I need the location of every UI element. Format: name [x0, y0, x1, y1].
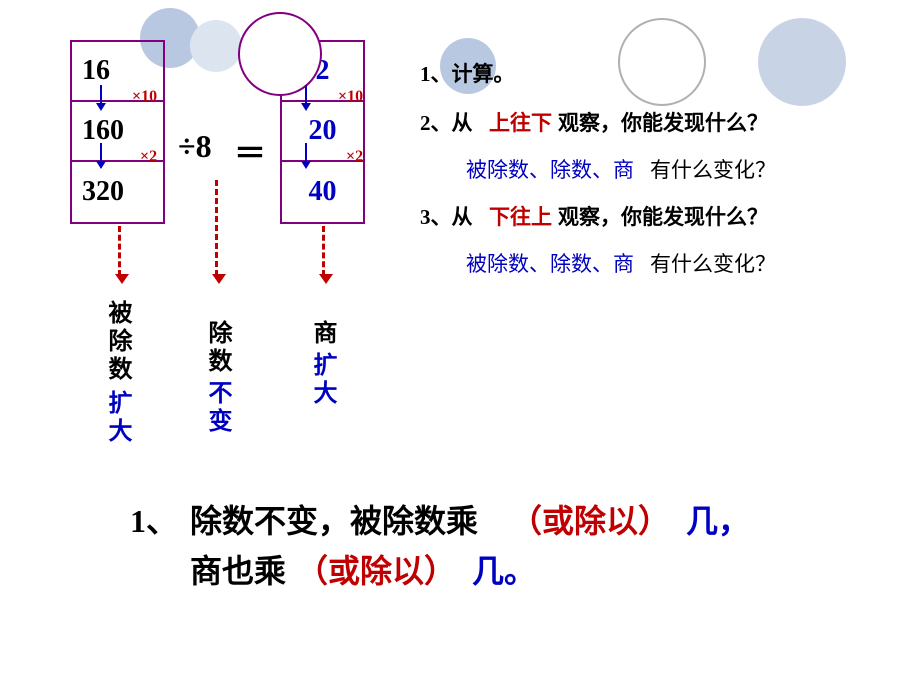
dividend-1: 16: [82, 55, 110, 87]
vlabel-dividend-blue: 扩大: [100, 390, 135, 446]
q3e: 有什么变化？: [650, 248, 776, 278]
decor-circle-6: [758, 18, 846, 106]
vlabel-divisor-black: 除数: [200, 320, 235, 376]
vlabel-dividend-black: 被除数: [100, 300, 135, 384]
decor-circle-5: [618, 18, 706, 106]
equals-operator: ＝: [234, 128, 266, 174]
dashed-arrow-1: [118, 226, 121, 276]
conclusion-1b: （或除以）: [510, 496, 670, 542]
dividend-column: 16 160 320: [70, 40, 165, 224]
quotient-cell-3: 40: [282, 162, 363, 222]
dividend-3: 320: [82, 176, 124, 208]
conclusion-2c: 几。: [472, 546, 536, 592]
mult-label-right-2: ×2: [346, 148, 363, 166]
quotient-2: 20: [309, 115, 337, 147]
q1: 1、计算。: [420, 58, 515, 88]
vlabel-quotient-blue: 扩大: [305, 352, 340, 408]
mult-label-left-1: ×10: [132, 88, 157, 106]
conclusion-1-num: 1、: [130, 496, 178, 542]
decor-circle-2: [190, 20, 242, 72]
conclusion-2a: 商也乘: [190, 546, 286, 592]
arrow-right-2: [305, 143, 307, 163]
arrow-right-1: [305, 85, 307, 105]
mult-label-right-1: ×10: [338, 88, 363, 106]
q2a: 2、从: [420, 107, 473, 137]
dividend-2: 160: [82, 115, 124, 147]
q2e: 有什么变化？: [650, 154, 776, 184]
divide-operator: ÷8: [178, 128, 212, 165]
conclusion-1c: 几，: [686, 496, 750, 542]
dashed-arrow-2: [215, 180, 218, 276]
q3d: 被除数、除数、商: [466, 248, 634, 278]
conclusion-2b: （或除以）: [296, 546, 456, 592]
conclusion-1a: 除数不变，被除数乘: [190, 496, 478, 542]
quotient-3: 40: [309, 176, 337, 208]
dashed-arrow-3: [322, 226, 325, 276]
arrow-left-2: [100, 143, 102, 163]
dividend-cell-3: 320: [72, 162, 163, 222]
arrow-left-1: [100, 85, 102, 105]
q2b: 上往下: [489, 107, 552, 137]
q2c: 观察，你能发现什么？: [558, 107, 768, 137]
q2d: 被除数、除数、商: [466, 154, 634, 184]
q3c: 观察，你能发现什么？: [558, 201, 768, 231]
vlabel-quotient-black: 商: [305, 320, 340, 348]
q3a: 3、从: [420, 201, 473, 231]
vlabel-divisor-blue: 不变: [200, 380, 235, 436]
mult-label-left-2: ×2: [140, 148, 157, 166]
q3b: 下往上: [489, 201, 552, 231]
decor-circle-3: [238, 12, 322, 96]
